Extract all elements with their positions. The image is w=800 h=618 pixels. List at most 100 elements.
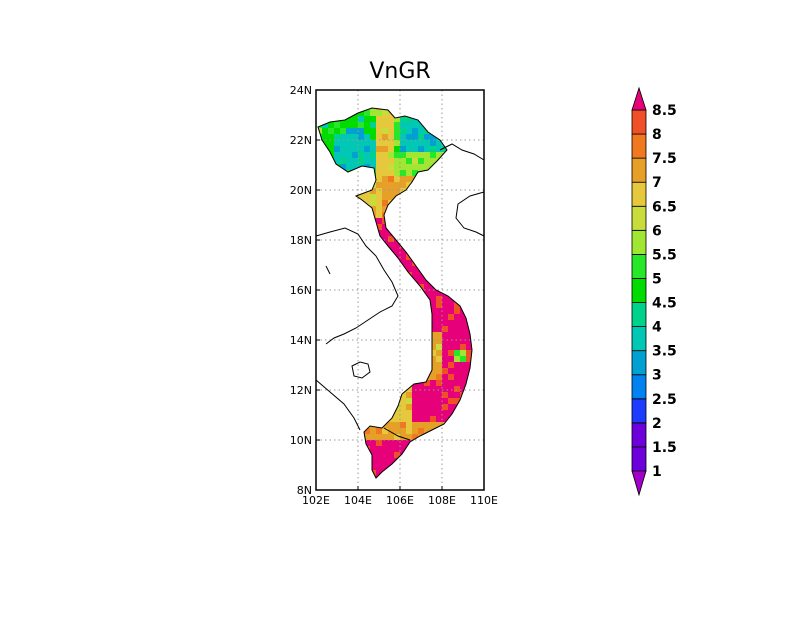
colorbar-label: 8.5 [652, 103, 677, 119]
grid-cell [394, 434, 400, 440]
grid-cell [370, 206, 376, 212]
grid-cell [406, 266, 412, 272]
grid-cell [370, 440, 376, 446]
colorbar-label: 6 [652, 223, 662, 239]
grid-cell [364, 110, 370, 116]
grid-cell [424, 164, 430, 170]
grid-cell [442, 350, 448, 356]
grid-cell [352, 146, 358, 152]
grid-cell [412, 134, 418, 140]
colorbar-segment [631, 374, 647, 400]
colorbar-segment [631, 157, 647, 183]
grid-cell [442, 362, 448, 368]
lon-tick-label: 104E [344, 494, 372, 507]
grid-cell [454, 362, 460, 368]
grid-cell [376, 158, 382, 164]
grid-cell [328, 134, 334, 140]
grid-cell [400, 128, 406, 134]
grid-cell [406, 398, 412, 404]
grid-cell [448, 338, 454, 344]
grid-cell [436, 398, 442, 404]
grid-cell [382, 464, 388, 470]
grid-cell [466, 350, 472, 356]
grid-cell [406, 176, 412, 182]
grid-cell [424, 428, 430, 434]
grid-cell [424, 380, 430, 386]
grid-cell [346, 152, 352, 158]
grid-cell [340, 122, 346, 128]
grid-cell [400, 146, 406, 152]
grid-cell [358, 194, 364, 200]
grid-cell [376, 428, 382, 434]
grid-cell [430, 314, 436, 320]
grid-cell [318, 128, 322, 134]
grid-cell [436, 380, 442, 386]
lon-tick-label: 106E [386, 494, 414, 507]
grid-cell [418, 278, 424, 284]
grid-cell [448, 398, 454, 404]
grid-cell [430, 380, 436, 386]
grid-cell [346, 140, 352, 146]
grid-cell [406, 146, 412, 152]
colorbar-segment [631, 229, 647, 255]
grid-cell [430, 362, 436, 368]
grid-cell [394, 158, 400, 164]
grid-cell [442, 308, 448, 314]
grid-cell [430, 332, 436, 338]
grid-cell [400, 176, 406, 182]
grid-cell [424, 386, 430, 392]
grid-cell [394, 242, 400, 248]
grid-cell [376, 464, 382, 470]
grid-cell [364, 194, 370, 200]
grid-cell [430, 320, 436, 326]
grid-cell [418, 128, 424, 134]
grid-cell [442, 404, 448, 410]
grid-cell [430, 398, 436, 404]
grid-cell [466, 362, 472, 368]
colorbar [631, 86, 647, 497]
grid-cell [352, 134, 358, 140]
latitude-tick-labels: 8N 10N 12N 14N 16N 18N 20N 22N 24N [290, 84, 320, 497]
grid-cell [448, 410, 454, 416]
grid-cell [394, 410, 400, 416]
grid-cell [424, 146, 430, 152]
grid-cell [346, 134, 352, 140]
grid-cell [388, 428, 394, 434]
grid-cell [430, 158, 436, 164]
grid-cell [406, 434, 412, 440]
grid-cell [376, 110, 382, 116]
grid-cell [412, 398, 418, 404]
grid-cell [430, 134, 436, 140]
grid-cell [394, 422, 400, 428]
grid-cell [436, 422, 442, 428]
grid-cell [436, 332, 442, 338]
grid-cell [430, 290, 436, 296]
grid-cell [424, 416, 430, 422]
grid-cell [358, 110, 364, 116]
grid-cell [418, 164, 424, 170]
grid-cell [370, 140, 376, 146]
grid-cell [382, 224, 388, 230]
grid-cell [328, 128, 334, 134]
grid-cell [388, 242, 394, 248]
grid-cell [454, 350, 460, 356]
grid-cell [376, 182, 382, 188]
grid-cell [382, 236, 388, 242]
grid-cell [412, 422, 418, 428]
grid-cell [400, 152, 406, 158]
grid-cell [454, 398, 460, 404]
grid-cell [448, 314, 454, 320]
grid-cell [418, 428, 424, 434]
lat-tick-label: 16N [290, 284, 312, 297]
lat-tick-label: 14N [290, 334, 312, 347]
grid-cell [370, 164, 376, 170]
grid-cell [382, 458, 388, 464]
grid-cell [418, 404, 424, 410]
grid-cell [376, 212, 382, 218]
grid-cell [388, 122, 394, 128]
grid-cell [400, 182, 406, 188]
grid-cell [412, 146, 418, 152]
grid-cell [382, 452, 388, 458]
grid-cell [454, 326, 460, 332]
grid-cell [442, 296, 448, 302]
